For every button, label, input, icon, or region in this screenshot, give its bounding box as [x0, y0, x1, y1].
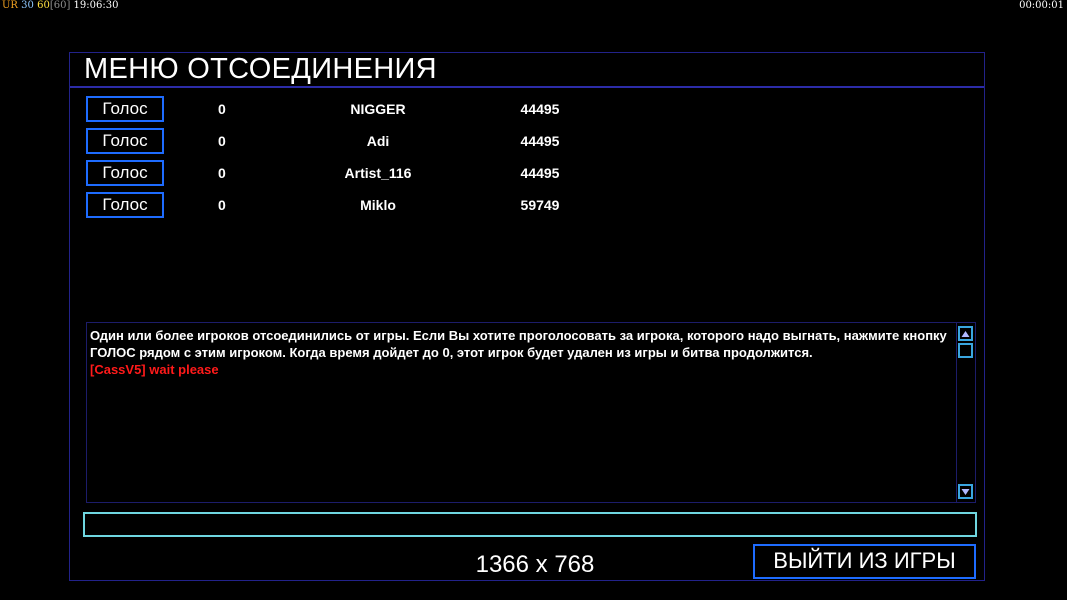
scrollbar[interactable]: [956, 323, 975, 502]
player-row: Голос 0 Artist_116 44495: [70, 160, 670, 187]
exit-game-button[interactable]: ВЫЙТИ ИЗ ИГРЫ: [753, 544, 976, 579]
chat-input[interactable]: [83, 512, 977, 537]
scroll-thumb[interactable]: [958, 343, 973, 358]
message-log: Один или более игроков отсоединились от …: [86, 322, 976, 503]
chat-line: [CassV5] wait please: [90, 362, 219, 377]
player-name: Artist_116: [344, 165, 412, 181]
hud-timer: 00:00:01: [1019, 0, 1064, 11]
vote-button[interactable]: Голос: [86, 128, 164, 154]
arrow-down-icon: [961, 489, 970, 495]
title-bar: МЕНЮ ОТСОЕДИНЕНИЯ: [70, 53, 984, 88]
hud-fps-cap: [60]: [49, 0, 71, 11]
hud-ur: UR: [2, 0, 18, 11]
player-score: 44495: [520, 133, 560, 149]
scroll-down-button[interactable]: [958, 484, 973, 499]
info-message: Один или более игроков отсоединились от …: [90, 328, 947, 360]
player-score: 59749: [520, 197, 560, 213]
vote-button[interactable]: Голос: [86, 96, 164, 122]
player-name: Miklo: [360, 197, 396, 213]
disconnect-menu-panel: МЕНЮ ОТСОЕДИНЕНИЯ Голос 0 NIGGER 44495 Г…: [69, 52, 985, 581]
player-score: 44495: [520, 101, 560, 117]
hud-stats: UR 30 60[60] 19:06:30: [2, 0, 118, 11]
hud-fps: 30: [21, 0, 34, 11]
player-row: Голос 0 Miklo 59749: [70, 192, 670, 219]
scroll-up-button[interactable]: [958, 326, 973, 341]
vote-button[interactable]: Голос: [86, 160, 164, 186]
player-row: Голос 0 NIGGER 44495: [70, 96, 670, 123]
player-score: 44495: [520, 165, 560, 181]
player-row: Голос 0 Adi 44495: [70, 128, 670, 155]
page-title: МЕНЮ ОТСОЕДИНЕНИЯ: [84, 53, 437, 85]
vote-count: 0: [218, 133, 226, 149]
player-name: Adi: [366, 133, 390, 149]
player-name: NIGGER: [350, 101, 406, 117]
hud-clock: 19:06:30: [73, 0, 119, 11]
vote-count: 0: [218, 165, 226, 181]
vote-count: 0: [218, 197, 226, 213]
arrow-up-icon: [961, 331, 970, 337]
vote-button[interactable]: Голос: [86, 192, 164, 218]
vote-count: 0: [218, 101, 226, 117]
hud-fps-target: 60: [37, 0, 50, 11]
resolution-watermark: 1366 x 768: [475, 551, 595, 578]
